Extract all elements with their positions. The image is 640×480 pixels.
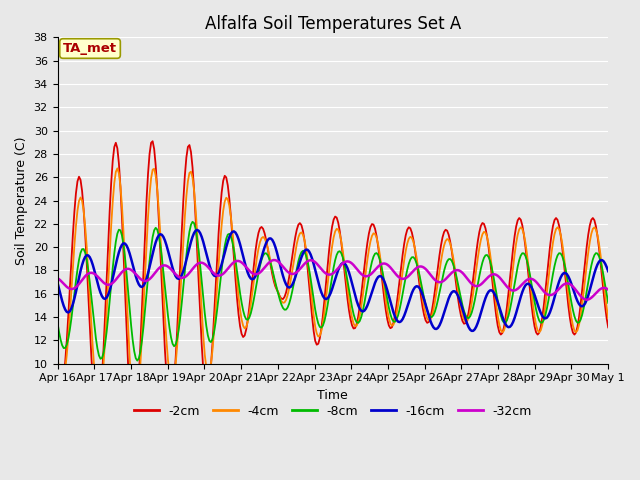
- Text: TA_met: TA_met: [63, 42, 117, 55]
- Legend: -2cm, -4cm, -8cm, -16cm, -32cm: -2cm, -4cm, -8cm, -16cm, -32cm: [129, 400, 537, 423]
- Title: Alfalfa Soil Temperatures Set A: Alfalfa Soil Temperatures Set A: [205, 15, 461, 33]
- Y-axis label: Soil Temperature (C): Soil Temperature (C): [15, 136, 28, 265]
- X-axis label: Time: Time: [317, 389, 348, 402]
